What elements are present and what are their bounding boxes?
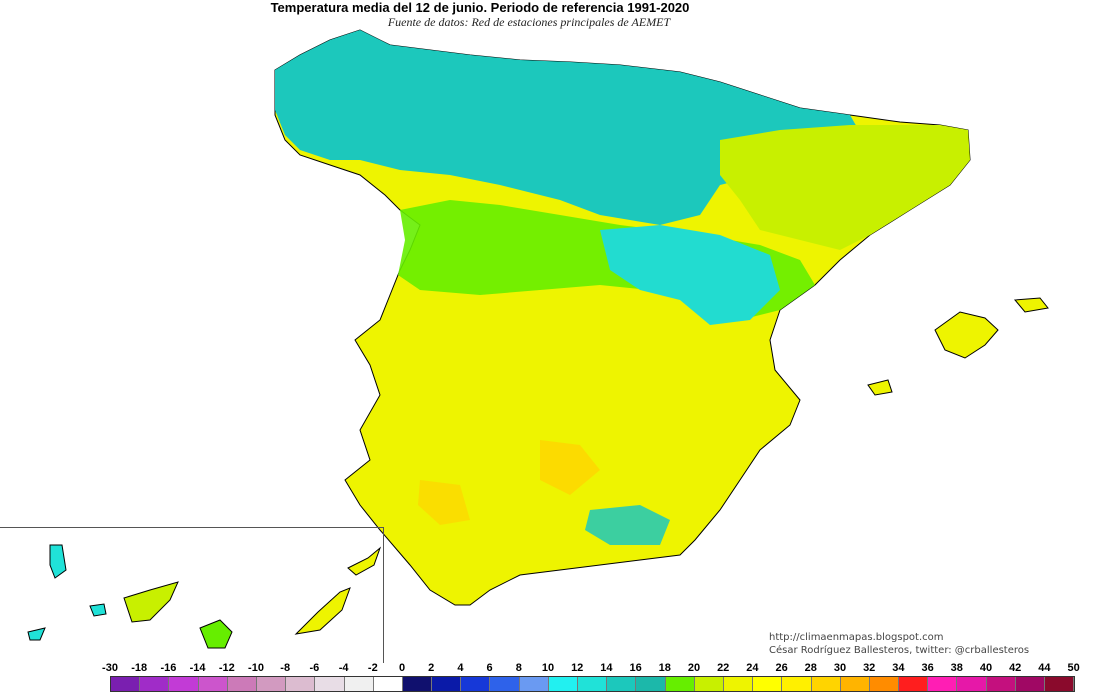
region-iberian-system xyxy=(600,225,780,325)
legend-label: -10 xyxy=(248,662,264,674)
legend-swatch xyxy=(402,677,433,691)
legend-swatch xyxy=(665,677,695,691)
island-menorca xyxy=(1013,297,1049,313)
temperature-map xyxy=(27,29,1049,649)
legend-label: 30 xyxy=(833,662,847,674)
legend-swatch xyxy=(753,677,783,691)
legend-label: -2 xyxy=(367,662,378,674)
legend-label: 32 xyxy=(863,662,876,674)
legend-swatch xyxy=(111,677,141,691)
legend-swatch xyxy=(899,677,929,691)
legend-label: 18 xyxy=(658,662,671,674)
legend-swatch xyxy=(490,677,520,691)
legend-swatch xyxy=(840,677,870,691)
legend-swatch xyxy=(286,677,316,691)
island-ibiza xyxy=(867,379,893,396)
legend-label: 14 xyxy=(600,662,613,674)
legend-label: -30 xyxy=(102,662,118,674)
legend-swatch xyxy=(607,677,637,691)
legend-swatch xyxy=(432,677,462,691)
legend-swatch xyxy=(373,677,403,691)
island-el-hierro xyxy=(27,627,46,641)
canary-inset-frame xyxy=(0,527,384,663)
legend-label: 42 xyxy=(1009,662,1022,674)
legend-swatch xyxy=(461,677,491,691)
legend-label: 22 xyxy=(717,662,730,674)
legend-label: -6 xyxy=(309,662,320,674)
region-northeast xyxy=(720,125,970,250)
map-title: Temperatura media del 12 de junio. Perio… xyxy=(270,0,690,15)
legend-label: 38 xyxy=(950,662,963,674)
region-guadalquivir-warm xyxy=(540,440,600,495)
legend-label: 50 xyxy=(1067,662,1080,674)
island-tenerife xyxy=(123,581,179,623)
legend-color-bar xyxy=(110,676,1076,692)
legend-swatch xyxy=(782,677,812,691)
island-lanzarote xyxy=(347,546,382,576)
legend-label: -18 xyxy=(131,662,148,674)
legend-swatch xyxy=(169,677,199,691)
map-subtitle: Fuente de datos: Red de estaciones princ… xyxy=(387,15,671,29)
legend-label: 24 xyxy=(746,662,759,674)
legend-swatch xyxy=(928,677,958,691)
legend-label: 40 xyxy=(979,662,993,674)
island-la-gomera xyxy=(89,603,107,617)
legend-swatch xyxy=(519,677,549,691)
legend-swatch xyxy=(1045,677,1075,691)
legend-label: 28 xyxy=(804,662,817,674)
legend-swatch xyxy=(548,677,578,691)
credits-author: César Rodríguez Ballesteros, twitter: @c… xyxy=(769,645,1030,656)
island-fuerteventura xyxy=(294,587,351,635)
island-mallorca xyxy=(934,311,999,359)
legend-label: 26 xyxy=(775,662,788,674)
legend-swatch xyxy=(256,677,287,691)
legend-label: 20 xyxy=(687,662,701,674)
legend-label: 12 xyxy=(571,662,584,674)
legend-swatch xyxy=(1015,677,1045,691)
legend-swatch xyxy=(198,677,228,691)
legend-swatch xyxy=(694,677,724,691)
legend-swatch xyxy=(723,677,754,691)
legend-swatch xyxy=(869,677,900,691)
region-southwest-warm xyxy=(418,480,470,525)
credits-website: http://climaenmapas.blogspot.com xyxy=(769,632,944,643)
legend-swatch xyxy=(636,677,666,691)
legend-swatch xyxy=(986,677,1016,691)
island-gran-canaria xyxy=(199,619,233,649)
region-sierra-nevada xyxy=(585,505,670,545)
legend-label: 2 xyxy=(428,662,435,674)
legend-label: 10 xyxy=(541,662,555,674)
legend-label: -16 xyxy=(160,662,177,674)
legend-label: 0 xyxy=(398,662,406,674)
legend-label: -12 xyxy=(218,662,235,674)
legend-labels: -30 -18 -16 -14 -12 -10 -8 -6 -4 -2 0 2 4 6 8 10 12 14 16 1… xyxy=(0,662,1098,674)
legend-label: 6 xyxy=(486,662,493,674)
legend-swatch xyxy=(227,677,257,691)
legend-swatch xyxy=(578,677,608,691)
legend-swatch xyxy=(315,677,345,691)
legend-label: -8 xyxy=(280,662,291,674)
legend-label: 16 xyxy=(629,662,642,674)
legend-label: 44 xyxy=(1038,662,1051,674)
legend-label: 8 xyxy=(515,662,522,674)
credits: http://climaenmapas.blogspot.com César R… xyxy=(769,631,1029,657)
legend-label: -4 xyxy=(338,662,349,674)
legend-swatch xyxy=(344,677,374,691)
island-la-palma xyxy=(49,544,67,579)
legend-label: 36 xyxy=(921,662,934,674)
legend-swatch xyxy=(957,677,987,691)
legend-swatch xyxy=(811,677,841,691)
legend-swatch xyxy=(140,677,170,691)
legend-label: 34 xyxy=(892,662,905,674)
legend-label: -14 xyxy=(189,662,206,674)
legend-label: 4 xyxy=(457,662,464,674)
